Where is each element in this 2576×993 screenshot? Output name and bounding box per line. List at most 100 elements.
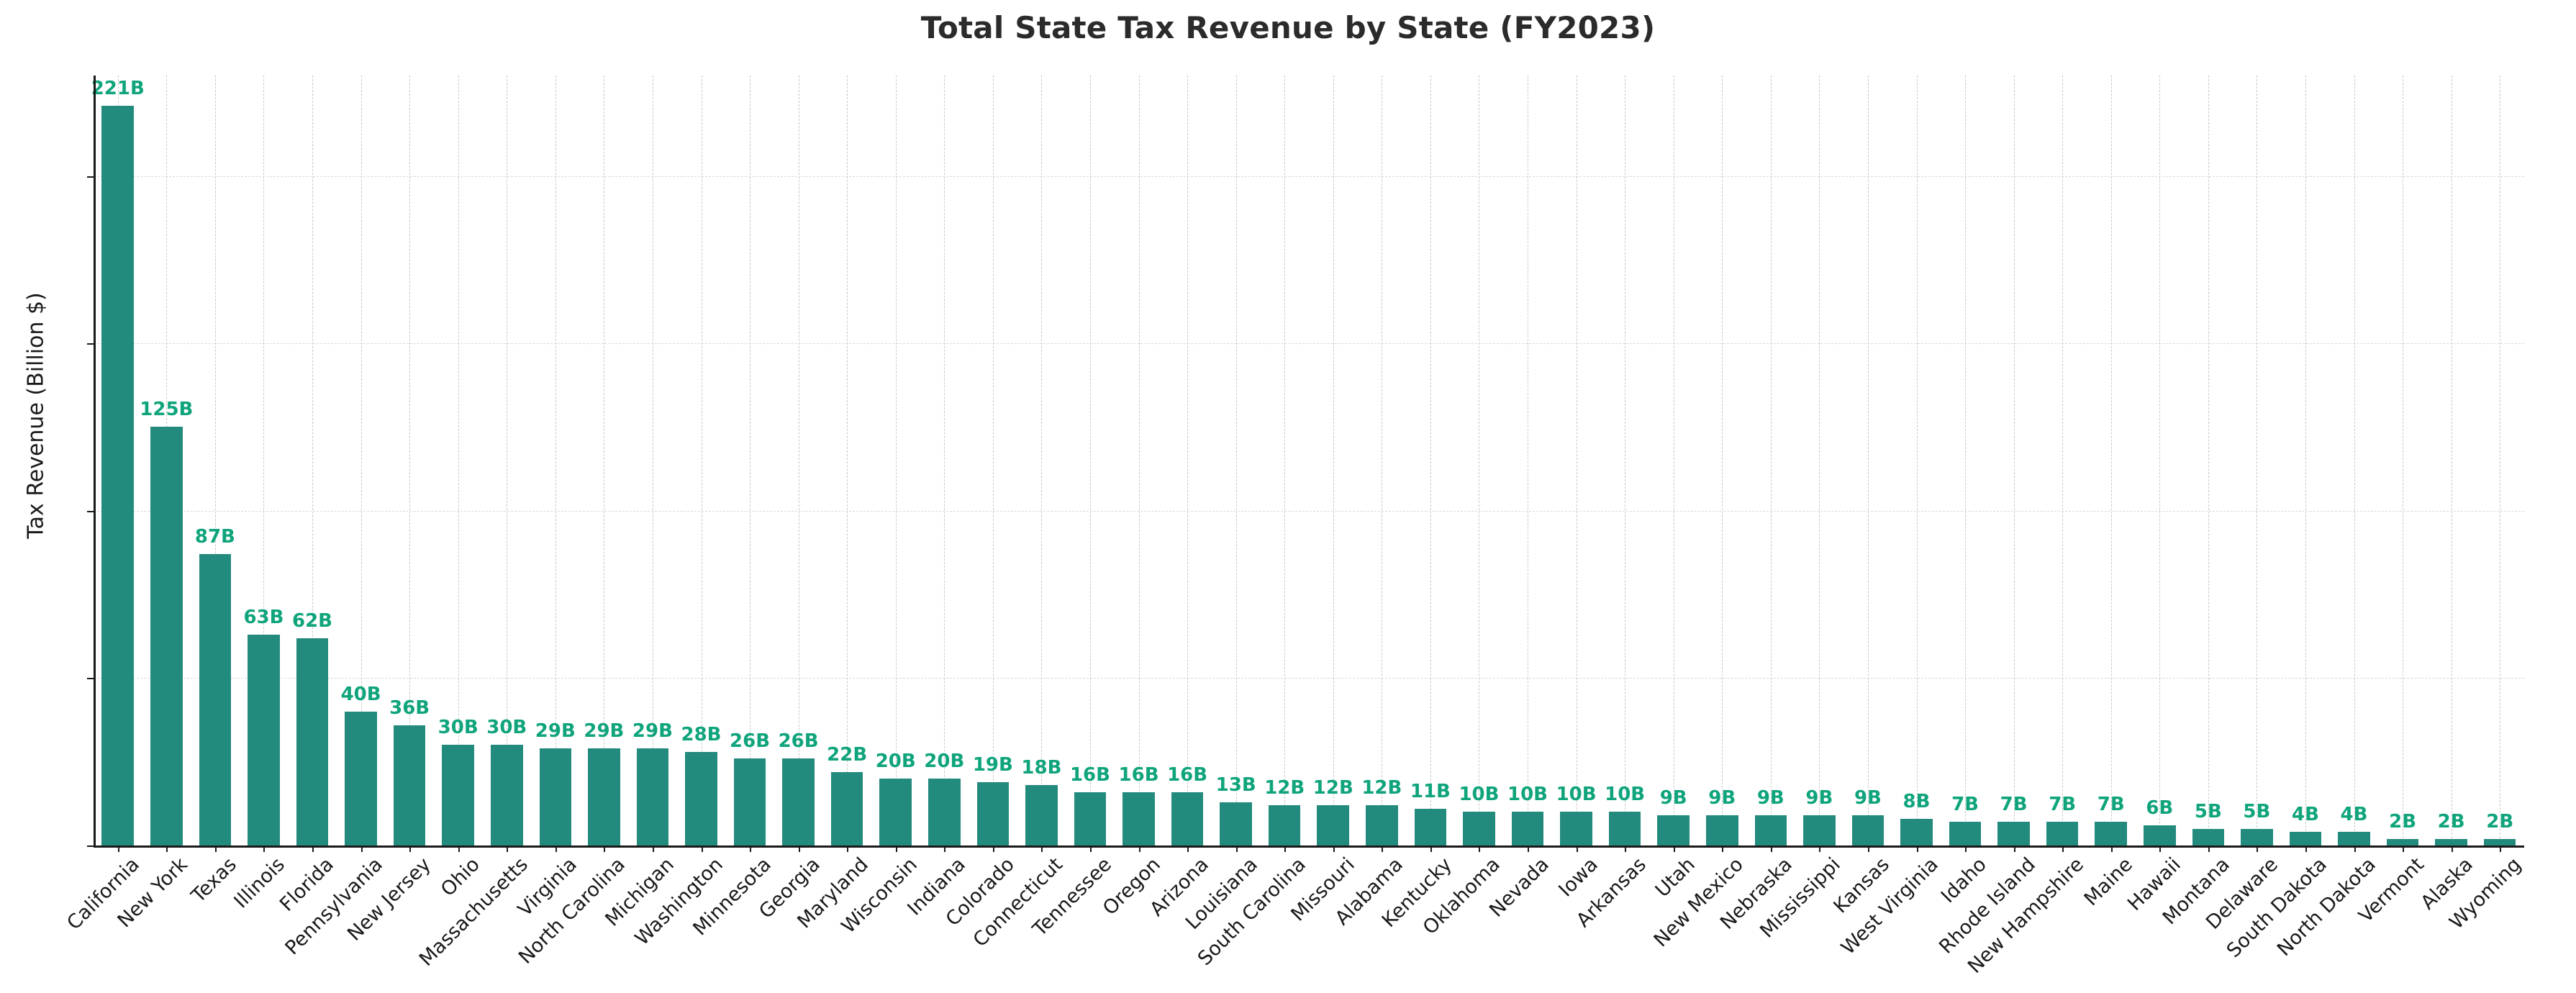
bar-group[interactable]: 29B <box>580 76 629 845</box>
bar-group[interactable]: 16B <box>1115 76 1164 845</box>
bar[interactable] <box>879 778 912 845</box>
bar[interactable] <box>1025 785 1058 845</box>
bar-group[interactable]: 5B <box>2233 76 2282 845</box>
bar-group[interactable]: 26B <box>774 76 823 845</box>
bar[interactable] <box>636 748 669 845</box>
bar[interactable] <box>1268 805 1301 845</box>
bar-group[interactable]: 10B <box>1552 76 1601 845</box>
bar[interactable] <box>1705 815 1738 845</box>
bar-group[interactable]: 20B <box>920 76 969 845</box>
bar-group[interactable]: 12B <box>1260 76 1309 845</box>
bar[interactable] <box>1366 805 1398 845</box>
bar[interactable] <box>1317 805 1350 845</box>
bar-group[interactable]: 30B <box>482 76 531 845</box>
bar[interactable] <box>588 748 620 845</box>
bar-group[interactable]: 19B <box>969 76 1017 845</box>
bar[interactable] <box>1414 808 1447 845</box>
bar-group[interactable]: 13B <box>1212 76 1261 845</box>
bar[interactable] <box>1900 818 1933 845</box>
bar[interactable] <box>2289 832 2322 845</box>
bar-group[interactable]: 10B <box>1600 76 1649 845</box>
bar-group[interactable]: 2B <box>2378 76 2427 845</box>
bar-group[interactable]: 7B <box>1941 76 1990 845</box>
bar-group[interactable]: 2B <box>2427 76 2476 845</box>
bar-group[interactable]: 7B <box>2087 76 2136 845</box>
bar[interactable] <box>539 748 572 845</box>
bar[interactable] <box>1997 822 2030 845</box>
bar-group[interactable]: 63B <box>240 76 289 845</box>
bar-group[interactable]: 29B <box>628 76 677 845</box>
bar-group[interactable]: 16B <box>1066 76 1115 845</box>
bar[interactable] <box>1123 792 1155 845</box>
bar[interactable] <box>490 745 523 845</box>
bar-group[interactable]: 22B <box>822 76 871 845</box>
bar[interactable] <box>1803 815 1836 845</box>
bar-group[interactable]: 9B <box>1649 76 1698 845</box>
bar[interactable] <box>345 711 377 845</box>
bar-group[interactable]: 20B <box>871 76 920 845</box>
bar-group[interactable]: 2B <box>2475 76 2524 845</box>
bar-group[interactable]: 87B <box>191 76 240 845</box>
bar[interactable] <box>2483 838 2516 845</box>
bar[interactable] <box>2435 838 2467 845</box>
bar[interactable] <box>199 554 232 845</box>
bar-group[interactable]: 5B <box>2184 76 2233 845</box>
bar-group[interactable]: 7B <box>1990 76 2038 845</box>
bar[interactable] <box>393 725 426 845</box>
bar-group[interactable]: 4B <box>2281 76 2330 845</box>
bar-group[interactable]: 125B <box>140 76 193 845</box>
bar-group[interactable]: 4B <box>2330 76 2379 845</box>
bar[interactable] <box>1560 812 1592 845</box>
bar-group[interactable]: 16B <box>1163 76 1212 845</box>
bar[interactable] <box>976 781 1010 845</box>
bar[interactable] <box>101 105 135 845</box>
bar-group[interactable]: 221B <box>91 76 145 845</box>
bar-group[interactable]: 29B <box>531 76 580 845</box>
bar-group[interactable]: 62B <box>288 76 337 845</box>
bar[interactable] <box>1074 792 1107 845</box>
bar[interactable] <box>1608 812 1641 845</box>
bar-group[interactable]: 10B <box>1503 76 1552 845</box>
bar-group[interactable]: 7B <box>2038 76 2087 845</box>
bar[interactable] <box>685 751 717 845</box>
bar-group[interactable]: 10B <box>1455 76 1504 845</box>
bar-group[interactable]: 18B <box>1017 76 1066 845</box>
bar[interactable] <box>2241 828 2273 845</box>
bar[interactable] <box>1220 802 1252 845</box>
bar[interactable] <box>150 427 183 845</box>
bar[interactable] <box>1171 792 1204 845</box>
bar-group[interactable]: 9B <box>1746 76 1795 845</box>
bar-group[interactable]: 6B <box>2136 76 2185 845</box>
bar[interactable] <box>442 745 474 845</box>
bar[interactable] <box>1754 815 1787 845</box>
bar[interactable] <box>2192 828 2225 845</box>
bar-group[interactable]: 9B <box>1697 76 1746 845</box>
bar-group[interactable]: 8B <box>1892 76 1941 845</box>
bar[interactable] <box>2386 838 2419 845</box>
bar[interactable] <box>928 778 961 845</box>
bar[interactable] <box>248 634 280 845</box>
bar-group[interactable]: 30B <box>434 76 483 845</box>
bar[interactable] <box>782 758 815 845</box>
bar[interactable] <box>733 758 766 845</box>
bar[interactable] <box>2095 822 2127 845</box>
bar[interactable] <box>1657 815 1690 845</box>
bar[interactable] <box>2338 832 2370 845</box>
bar-group[interactable]: 12B <box>1309 76 1358 845</box>
bar[interactable] <box>1949 822 1982 845</box>
bar-group[interactable]: 40B <box>337 76 386 845</box>
bar[interactable] <box>296 638 329 845</box>
bar[interactable] <box>2143 825 2176 845</box>
bar-group[interactable]: 26B <box>725 76 774 845</box>
bar-group[interactable]: 11B <box>1406 76 1455 845</box>
bar[interactable] <box>1463 812 1495 845</box>
bar-group[interactable]: 9B <box>1843 76 1892 845</box>
bar[interactable] <box>830 771 863 845</box>
bar-group[interactable]: 9B <box>1795 76 1844 845</box>
bar-group[interactable]: 28B <box>677 76 726 845</box>
bar[interactable] <box>1851 815 1885 845</box>
bar[interactable] <box>2046 822 2079 845</box>
bar-group[interactable]: 12B <box>1358 76 1407 845</box>
bar-group[interactable]: 36B <box>385 76 434 845</box>
bar[interactable] <box>1511 812 1544 845</box>
